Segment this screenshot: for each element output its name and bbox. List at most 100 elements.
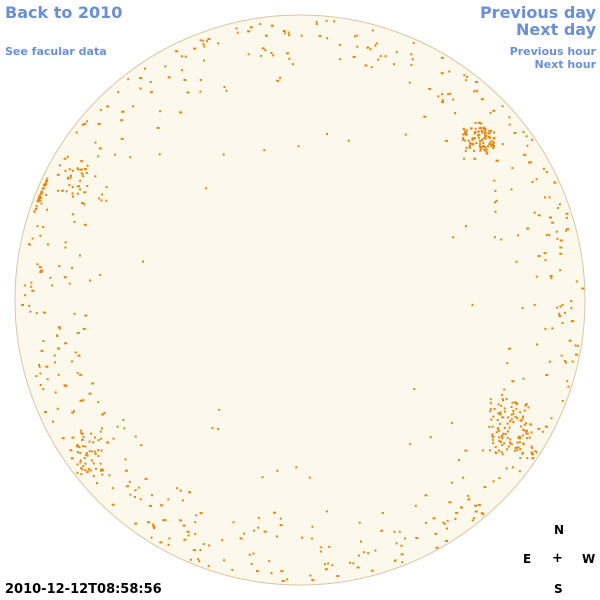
next-hour-link[interactable]: Next hour <box>534 58 597 71</box>
facula-dot <box>315 23 318 25</box>
facula-dot <box>467 498 471 501</box>
facula-dot <box>501 393 503 396</box>
facula-dot <box>514 416 517 418</box>
facula-dot <box>448 70 451 73</box>
facula-dot <box>140 444 143 447</box>
facula-dot <box>64 342 68 345</box>
facula-dot <box>35 205 38 208</box>
facula-dot <box>509 420 512 423</box>
facula-dot <box>325 19 328 22</box>
facula-dot <box>58 327 61 330</box>
facula-dot <box>46 378 49 381</box>
facula-dot <box>493 179 496 182</box>
facula-dot <box>311 537 313 540</box>
facula-dot <box>492 415 495 418</box>
facula-dot <box>97 455 100 457</box>
facula-dot <box>511 167 514 170</box>
facula-dot <box>565 216 568 219</box>
facula-dot <box>531 138 533 141</box>
facula-dot <box>186 530 190 533</box>
previous-day-link[interactable]: Previous day <box>479 3 596 22</box>
facula-dot <box>506 422 509 425</box>
facula-dot <box>559 239 563 242</box>
facula-dot <box>522 415 524 418</box>
facula-dot <box>68 282 71 285</box>
facula-dot <box>199 549 202 551</box>
facula-dot <box>478 133 481 136</box>
facula-dot <box>468 141 471 144</box>
facula-dot <box>561 303 564 306</box>
facula-dot <box>503 426 506 429</box>
facula-dot <box>480 98 484 101</box>
facula-dot <box>49 276 52 279</box>
facula-dot <box>250 562 253 565</box>
facula-dot <box>239 537 243 540</box>
facula-dot <box>506 436 509 439</box>
facula-dot <box>493 131 496 134</box>
facula-dot <box>100 199 103 202</box>
facula-dot <box>379 55 382 58</box>
facula-dot <box>58 164 61 167</box>
facula-dot <box>279 524 283 527</box>
facula-dot <box>467 494 470 497</box>
facula-dot <box>106 441 110 444</box>
facula-dot <box>455 511 459 514</box>
facula-dot <box>526 432 529 435</box>
facula-dot <box>180 55 183 58</box>
facula-dot <box>270 572 273 575</box>
facula-dot <box>217 428 220 430</box>
facula-dot <box>497 427 500 429</box>
facula-dot <box>526 457 529 460</box>
facula-dot <box>559 269 562 272</box>
facula-dot <box>28 243 31 246</box>
facula-dot <box>424 494 428 497</box>
facula-dot <box>64 246 67 249</box>
facula-dot <box>535 178 538 181</box>
facula-dot <box>253 529 256 532</box>
facula-dot <box>481 449 484 452</box>
facula-dot <box>149 504 152 507</box>
facula-dot <box>504 433 507 435</box>
facula-dot <box>505 397 508 400</box>
next-day-link[interactable]: Next day <box>516 20 596 39</box>
facula-dot <box>490 140 493 143</box>
see-facular-data-link[interactable]: See facular data <box>5 45 107 58</box>
facula-dot <box>550 277 553 280</box>
facula-dot <box>223 86 226 88</box>
facula-dot <box>544 196 547 199</box>
facula-dot <box>167 498 170 501</box>
facula-dot <box>400 553 404 556</box>
facula-dot <box>83 191 87 194</box>
facula-dot <box>28 304 31 307</box>
facula-dot <box>558 203 561 206</box>
facula-dot <box>70 174 72 177</box>
facula-dot <box>139 77 143 79</box>
facula-dot <box>188 491 192 494</box>
facula-dot <box>411 58 414 61</box>
facula-dot <box>570 307 573 310</box>
facula-dot <box>77 354 81 357</box>
facula-dot <box>56 173 60 176</box>
facula-dot <box>124 458 127 461</box>
facula-dot <box>496 159 499 162</box>
compass-east: E <box>523 552 532 566</box>
facula-dot <box>529 161 532 163</box>
facula-dot <box>79 399 83 402</box>
back-to-year-link[interactable]: Back to 2010 <box>5 3 123 22</box>
facula-dot <box>435 546 439 549</box>
facula-dot <box>114 153 117 156</box>
facula-dot <box>477 504 481 506</box>
facula-dot <box>116 425 119 428</box>
facula-dot <box>89 279 91 282</box>
facula-dot <box>79 451 82 454</box>
facula-dot <box>575 280 578 283</box>
facula-dot <box>531 180 534 183</box>
facula-dot <box>33 210 36 213</box>
facula-dot <box>349 561 351 564</box>
facula-dot <box>566 228 570 231</box>
facula-dot <box>464 149 467 152</box>
facula-dot <box>97 122 101 125</box>
facula-dot <box>497 403 500 406</box>
previous-hour-link[interactable]: Previous hour <box>509 45 596 58</box>
facula-dot <box>519 457 522 459</box>
